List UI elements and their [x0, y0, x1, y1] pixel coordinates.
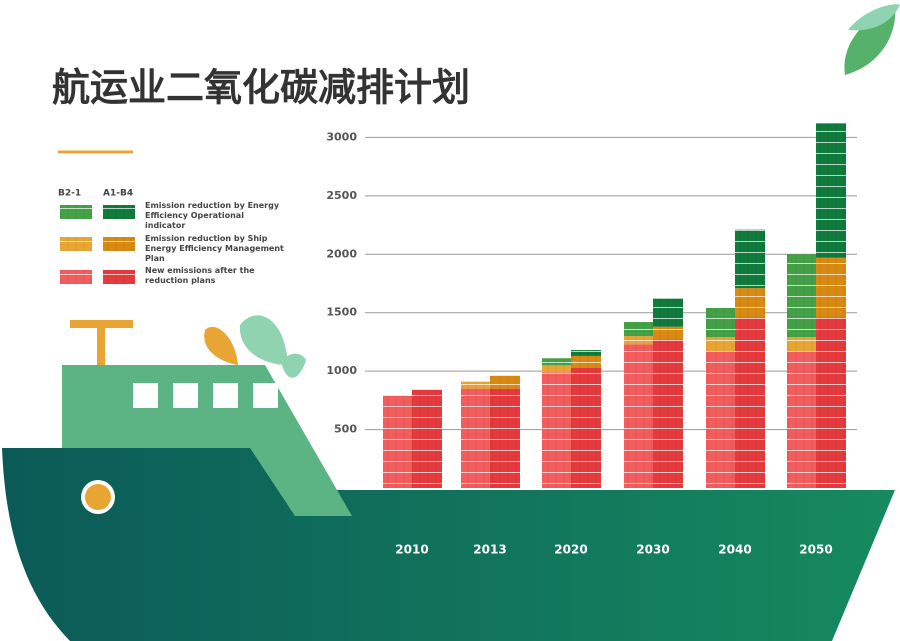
bar-texture — [412, 389, 442, 488]
bar-texture — [653, 326, 683, 340]
bar-texture — [461, 388, 490, 488]
decoration — [2, 4, 900, 641]
y-tick-label: 500 — [334, 423, 357, 436]
bar-texture — [383, 395, 412, 488]
legend-swatch-texture — [103, 270, 135, 284]
legend-swatch-texture — [60, 237, 92, 251]
legend-group: B2-1 — [58, 189, 81, 199]
x-tick-label: 2030 — [636, 543, 669, 557]
bar-texture — [542, 372, 571, 488]
x-tick-label: 2050 — [799, 543, 832, 557]
bar-texture — [490, 388, 520, 488]
bar-texture — [816, 257, 846, 318]
y-tick-label: 1500 — [326, 306, 357, 319]
legend-swatch-texture — [60, 270, 92, 284]
y-tick-label: 3000 — [326, 130, 357, 143]
legend-swatch-texture — [103, 205, 135, 219]
bar-texture — [653, 298, 683, 327]
y-tick-label: 2500 — [326, 189, 357, 202]
bar-texture — [571, 367, 601, 488]
bar-texture — [624, 344, 653, 488]
bar-texture — [816, 317, 846, 488]
bar-texture — [542, 358, 571, 366]
legend-swatch-texture — [103, 237, 135, 251]
bar-texture — [542, 365, 571, 373]
bar-texture — [787, 254, 816, 338]
x-tick-label: 2020 — [554, 543, 587, 557]
bar-texture — [624, 322, 653, 337]
bar-texture — [571, 350, 601, 356]
x-tick-label: 2040 — [718, 543, 751, 557]
legend-label: New emissions after the reduction plans — [145, 266, 255, 285]
bar-texture — [787, 337, 816, 352]
x-tick-label: 2010 — [395, 543, 428, 557]
bar-texture — [490, 375, 520, 389]
y-tick-label: 2000 — [326, 247, 357, 260]
bar-texture — [816, 123, 846, 258]
bar-texture — [735, 229, 765, 289]
bar-texture — [787, 351, 816, 488]
chart-title: 航运业二氧化碳减排计划 — [52, 66, 470, 110]
bar-texture — [706, 337, 735, 352]
bar-texture — [735, 317, 765, 488]
bar-texture — [461, 381, 490, 389]
y-tick-label: 1000 — [326, 364, 357, 377]
bar-texture — [571, 355, 601, 368]
legend-label: Emission reduction by Energy Efficiency … — [145, 201, 280, 230]
bar-texture — [706, 308, 735, 338]
x-tick-label: 2013 — [473, 543, 506, 557]
legend-swatch-texture — [60, 205, 92, 219]
legend-group: A1-B4 — [103, 189, 133, 199]
legend-label: Emission reduction by Ship Energy Effici… — [145, 234, 284, 263]
bar-texture — [735, 288, 765, 318]
bar-texture — [653, 339, 683, 488]
bar-texture — [624, 336, 653, 345]
bar-texture — [706, 351, 735, 488]
